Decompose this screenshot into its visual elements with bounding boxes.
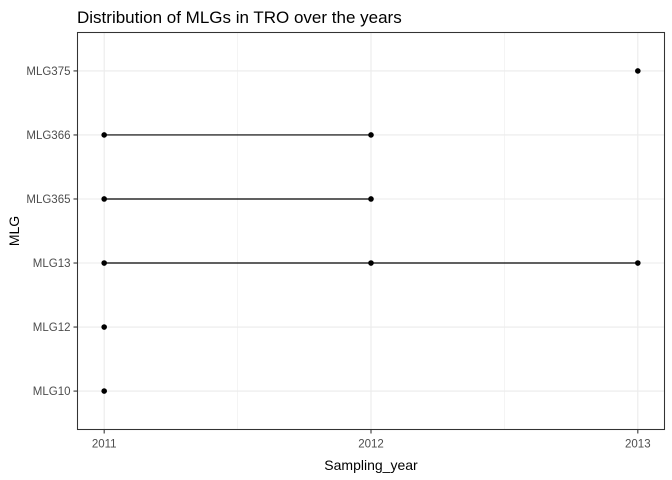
point-mlg13-2013: [635, 260, 641, 266]
y-tick-label: MLG365: [26, 194, 70, 206]
y-tick-label: MLG12: [33, 322, 71, 334]
x-tick-label: 2011: [92, 439, 117, 451]
point-mlg366-2011: [101, 132, 107, 138]
x-tick-label: 2012: [358, 439, 384, 451]
grid-lines: [77, 32, 665, 430]
point-mlg365-2012: [368, 196, 374, 202]
x-axis-title: Sampling_year: [324, 457, 418, 473]
point-mlg366-2012: [368, 132, 374, 138]
y-axis-title: MLG: [6, 216, 22, 246]
chart-title: Distribution of MLGs in TRO over the yea…: [77, 8, 402, 27]
y-tick-label: MLG13: [33, 258, 71, 270]
point-mlg375-2013: [635, 68, 641, 74]
point-mlg12-2011: [101, 324, 107, 330]
data-marks: [101, 68, 641, 394]
point-mlg13-2012: [368, 260, 374, 266]
point-mlg10-2011: [101, 388, 107, 394]
point-mlg13-2011: [101, 260, 107, 266]
x-tick-label: 2013: [625, 439, 651, 451]
y-tick-label: MLG366: [26, 130, 70, 142]
y-tick-label: MLG10: [33, 386, 71, 398]
point-mlg365-2011: [101, 196, 107, 202]
y-tick-label: MLG375: [26, 66, 70, 78]
axes: 2011 2012 2013 MLG10 MLG12 MLG13 MLG365 MLG366 M…: [26, 66, 650, 451]
